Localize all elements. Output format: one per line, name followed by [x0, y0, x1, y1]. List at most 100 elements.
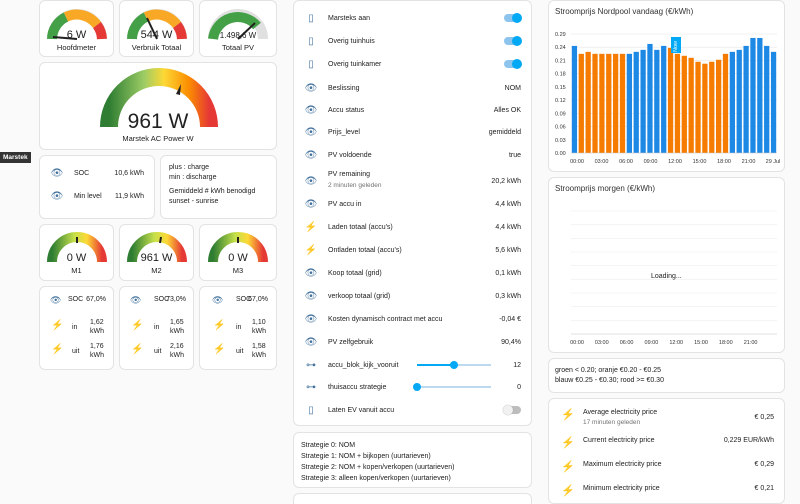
row-value: € 0,25 — [754, 414, 774, 421]
row-value: 12 — [513, 361, 521, 369]
slider-row-strategie[interactable]: ⊶ thuisaccu strategie 0 — [294, 376, 531, 398]
soc-row[interactable]: 👁 SOC 10,6 kWh — [40, 162, 154, 184]
toggle-row-ev[interactable]: ▯ Laten EV vanuit accu — [294, 399, 531, 421]
entity-row-beslissing[interactable]: 👁 Beslissing NOM — [294, 77, 531, 99]
price-bar — [688, 57, 694, 153]
price-bar — [695, 61, 701, 154]
slider-knob[interactable] — [450, 361, 458, 369]
row-label: verkoop totaal (grid) — [328, 292, 391, 300]
min-level-row[interactable]: 👁 Min level 11,9 kWh — [40, 185, 154, 207]
entity-row-laden-totaal[interactable]: ⚡ Laden totaal (accu's) 4,4 kWh — [294, 216, 531, 238]
row-label: Maximum electricity price — [583, 461, 662, 468]
bolt-icon: ⚡ — [561, 485, 575, 497]
gauge-card-m2[interactable]: 961 W M2 — [119, 224, 194, 281]
out-label: uit — [236, 348, 244, 355]
price-bar — [571, 45, 578, 153]
big-gauge-name: Marstek AC Power W — [122, 134, 194, 143]
toggle-switch[interactable] — [504, 13, 522, 23]
entity-row-pv-remaining[interactable]: 👁 PV remaining 2 minuten geleden 20,2 kW… — [294, 168, 531, 194]
strategy-line: Strategie 2: NOM + kopen/verkopen (uurta… — [301, 464, 455, 471]
entity-row-accu-status[interactable]: 👁 Accu status Alles OK — [294, 99, 531, 121]
price-bar — [661, 45, 667, 153]
out-label: uit — [72, 348, 80, 355]
chart-title: Stroomprijs Nordpool vandaag (€/kWh) — [555, 7, 694, 16]
x-tick-label: 29 Jul — [766, 159, 781, 165]
price-row-average[interactable]: ⚡ Average electricity price 17 minuten g… — [549, 405, 784, 431]
slider-track[interactable] — [417, 361, 491, 369]
legend-line: sunset - sunrise — [169, 198, 219, 205]
toggle-switch[interactable] — [504, 36, 522, 46]
bolt-icon: ⚡ — [304, 221, 318, 233]
row-value: true — [508, 151, 521, 159]
price-row-minimum[interactable]: ⚡ Minimum electricity price € 0,21 — [549, 481, 784, 503]
toggle-switch[interactable] — [504, 59, 522, 69]
entity-row-kosten[interactable]: 👁 Kosten dynamisch contract met accu -0,… — [294, 308, 531, 330]
gauge-card-hoofdmeter[interactable]: 6 W Hoofdmeter — [39, 0, 114, 57]
bolt-icon: ⚡ — [213, 344, 226, 355]
soc-label: SOC — [236, 296, 252, 303]
gauge-totaal-pv — [208, 9, 268, 40]
y-tick-label: 0.18 — [555, 72, 566, 78]
color-legend-line: blauw €0.25 - €0.30; rood >= €0.30 — [555, 377, 664, 384]
slider-track[interactable] — [413, 383, 491, 391]
gauge-verbruik — [127, 9, 187, 40]
slider-row-kijk-vooruit[interactable]: ⊶ accu_blok_kijk_vooruit 12 — [294, 354, 531, 376]
price-row-current[interactable]: ⚡ Current electricity price 0,229 EUR/kW… — [549, 433, 784, 455]
entity-row-pv-accu-in[interactable]: 👁 PV accu in 4,4 kWh — [294, 193, 531, 215]
toggle-row-tuinkamer[interactable]: ▯ Overig tuinkamer — [294, 53, 531, 75]
soc-card[interactable]: 👁 SOC 10,6 kWh 👁 Min level 11,9 kWh — [39, 155, 155, 219]
entity-row-pv-zelfgebruik[interactable]: 👁 PV zelfgebruik 90,4% — [294, 331, 531, 353]
price-bar — [743, 45, 749, 153]
row-value: 10,6 kWh — [114, 169, 144, 177]
x-tick-label: 09:00 — [644, 159, 658, 165]
entity-row-ontladen-totaal[interactable]: ⚡ Ontladen totaal (accu's) 5,6 kWh — [294, 239, 531, 261]
gauge-card-verbruik[interactable]: 544 W Verbruik Totaal — [119, 0, 194, 57]
row-value: € 0,21 — [754, 485, 774, 492]
price-bar — [764, 45, 770, 153]
price-bar — [702, 63, 708, 153]
entities-card: ▯ Marsteks aan ▯ Overig tuinhuis ▯ Overi… — [293, 0, 532, 426]
price-row-maximum[interactable]: ⚡ Maximum electricity price € 0,29 — [549, 457, 784, 479]
battery-card-m3[interactable]: 👁 SOC 67,0% ⚡ in 1,10 kWh ⚡ uit 1,58 kWh — [199, 286, 277, 370]
slider-knob[interactable] — [413, 383, 421, 391]
eye-icon: 👁 — [304, 104, 318, 116]
gauge-card-m1[interactable]: 0 W M1 — [39, 224, 114, 281]
row-label: Average electricity price — [583, 409, 658, 416]
battery-card-m1[interactable]: 👁 SOC 67,0% ⚡ in 1,62 kWh ⚡ uit 1,76 kWh — [39, 286, 114, 370]
toggle-switch[interactable] — [503, 405, 521, 415]
row-label: PV zelfgebruik — [328, 338, 374, 346]
x-tick-label: 15:00 — [693, 159, 707, 165]
x-tick-label: 09:00 — [645, 340, 659, 346]
gauge-m3 — [208, 232, 268, 263]
gauge-card-m3[interactable]: 0 W M3 — [199, 224, 277, 281]
eye-icon: 👁 — [304, 82, 318, 94]
chart-today-card[interactable]: Stroomprijs Nordpool vandaag (€/kWh) 0.2… — [548, 0, 785, 172]
x-tick-label: 00:00 — [570, 159, 584, 165]
entity-row-pv-voldoende[interactable]: 👁 PV voldoende true — [294, 144, 531, 166]
battery-card-m2[interactable]: 👁 SOC 73,0% ⚡ in 1,65 kWh ⚡ uit 2,16 kWh — [119, 286, 194, 370]
phone-icon: ▯ — [308, 58, 314, 70]
in-label: in — [154, 324, 160, 331]
row-value: 0 — [517, 383, 521, 391]
x-tick-label: 00:00 — [570, 340, 584, 346]
y-tick-label: 0.06 — [555, 125, 566, 131]
row-value: 4,4 kWh — [495, 200, 521, 208]
gauge-value: 0 W — [66, 252, 87, 264]
entity-row-prijs-level[interactable]: 👁 Prijs_level gemiddeld — [294, 121, 531, 143]
big-gauge-card[interactable]: 961 W Marstek AC Power W — [39, 62, 277, 150]
eye-icon: 👁 — [304, 175, 318, 187]
row-value: Alles OK — [493, 106, 521, 114]
gauge-name: Verbruik Totaal — [131, 43, 182, 52]
price-bar — [667, 47, 674, 154]
out-value: 1,76 kWh — [90, 343, 104, 359]
entity-row-koop-totaal[interactable]: 👁 Koop totaal (grid) 0,1 kWh — [294, 262, 531, 284]
gauge-value: 544 W — [140, 29, 173, 41]
toggle-row-marsteks[interactable]: ▯ Marsteks aan — [294, 7, 531, 29]
eye-icon: 👁 — [304, 267, 318, 279]
price-bar — [654, 49, 660, 153]
entity-row-verkoop-totaal[interactable]: 👁 verkoop totaal (grid) 0,3 kWh — [294, 285, 531, 307]
chart-tomorrow-card[interactable]: Stroomprijs morgen (€/kWh) 00:00 03:00 06:… — [548, 177, 785, 353]
toggle-row-tuinhuis[interactable]: ▯ Overig tuinhuis — [294, 30, 531, 52]
gauge-card-totaal-pv[interactable]: 1.498,6 W Totaal PV — [199, 0, 277, 57]
strategy-card: Strategie 0: NOM Strategie 1: NOM + bijk… — [293, 432, 532, 488]
